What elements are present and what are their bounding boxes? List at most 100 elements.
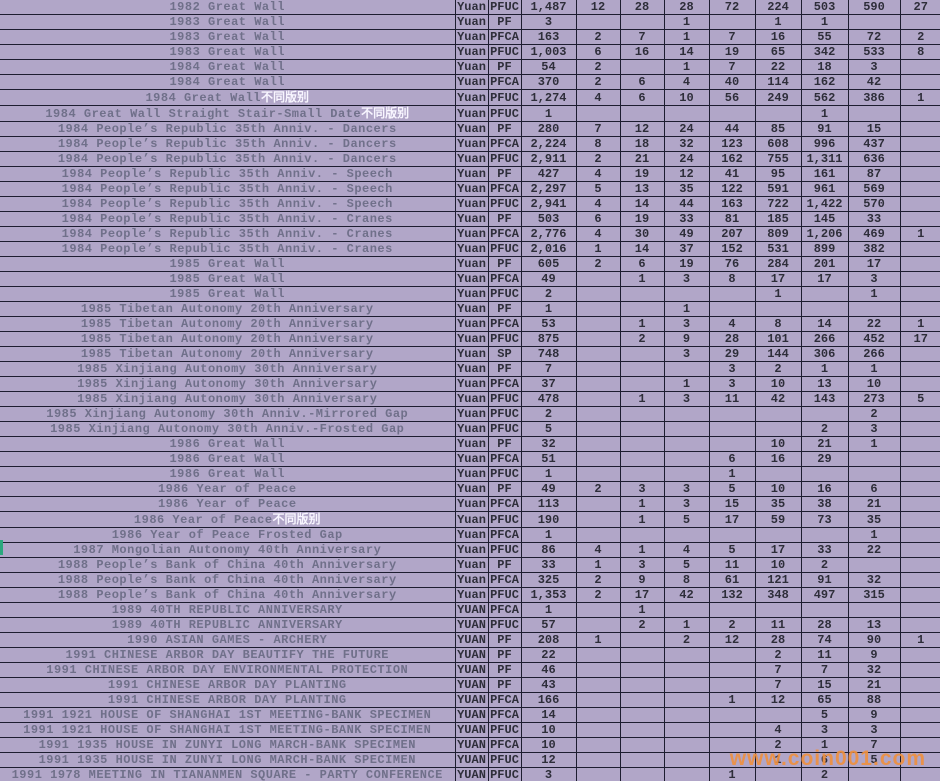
grade-count-cell: 2	[754, 737, 802, 753]
total-count-cell: 325	[520, 572, 577, 588]
grade-count-cell	[899, 677, 940, 693]
grade-count-cell: 14	[800, 316, 849, 332]
grade-count-cell	[899, 136, 940, 152]
grade-count-cell	[899, 361, 940, 377]
grade-count-cell	[663, 647, 710, 663]
grade-count-cell: 201	[800, 256, 849, 272]
coin-name-cell: 1984 People’s Republic 35th Anniv. - Cra…	[0, 211, 456, 227]
total-count-cell: 3	[520, 767, 577, 781]
grade-count-cell	[663, 527, 710, 543]
total-count-cell: 33	[520, 557, 577, 573]
grade-count-cell: 12	[663, 166, 710, 182]
currency-cell: Yuan	[454, 181, 489, 197]
grade-count-cell	[575, 316, 621, 332]
grade-count-cell: 22	[754, 59, 802, 75]
currency-cell: Yuan	[454, 406, 489, 422]
coin-name-cell: 1985 Tibetan Autonomy 20th Anniversary	[0, 316, 456, 332]
grade-count-cell: 315	[847, 587, 901, 603]
grade-count-cell: 12	[575, 0, 621, 15]
currency-cell: Yuan	[454, 316, 489, 332]
grade-count-cell: 636	[847, 151, 901, 167]
table-row: 1984 People’s Republic 35th Anniv. - Spe…	[0, 196, 940, 212]
grade-count-cell: 3	[663, 316, 710, 332]
table-row: 1984 Great Wall Yuan PFCA 370 2 6 4 40 114 162 42	[0, 74, 940, 90]
currency-cell: Yuan	[454, 74, 489, 90]
grade-count-cell: 13	[847, 617, 901, 633]
coin-name-cell: 1991 CHINESE ARBOR DAY BEAUTIFY THE FUTU…	[0, 647, 456, 663]
grade-count-cell	[800, 301, 849, 317]
grade-count-cell: 1	[754, 752, 802, 768]
coin-name-text: 1985 Xinjiang Autonomy 30th Anniversary	[77, 392, 378, 406]
grade-count-cell: 1	[663, 59, 710, 75]
grade-count-cell: 162	[708, 151, 756, 167]
grade-count-cell	[899, 105, 940, 122]
grade-count-cell: 1	[847, 286, 901, 302]
coin-name-text: 1984 People’s Republic 35th Anniv. - Cra…	[61, 242, 393, 256]
table-row: 1984 People’s Republic 35th Anniv. - Spe…	[0, 181, 940, 197]
grade-count-cell: 4	[575, 542, 621, 558]
grade-count-cell: 17	[847, 256, 901, 272]
grade-count-cell: 44	[708, 121, 756, 137]
grade-count-cell	[575, 301, 621, 317]
grade-count-cell	[619, 286, 665, 302]
grade-count-cell	[619, 59, 665, 75]
grade-code-cell: PFCA	[487, 737, 522, 753]
grade-count-cell: 16	[754, 451, 802, 467]
grade-count-cell: 88	[847, 692, 901, 708]
grade-count-cell: 2	[800, 767, 849, 781]
grade-count-cell	[575, 466, 621, 482]
currency-cell: Yuan	[454, 511, 489, 528]
grade-count-cell	[899, 767, 940, 781]
grade-count-cell	[575, 707, 621, 723]
currency-cell: Yuan	[454, 557, 489, 573]
grade-count-cell	[575, 647, 621, 663]
grade-count-cell: 32	[847, 572, 901, 588]
grade-count-cell: 17	[754, 271, 802, 287]
table-row: 1989 40TH REPUBLIC ANNIVERSARY YUAN PFCA 1 1	[0, 602, 940, 618]
grade-count-cell	[899, 602, 940, 618]
grade-count-cell	[663, 406, 710, 422]
grade-count-cell	[899, 196, 940, 212]
coin-name-text: 1984 People’s Republic 35th Anniv. - Spe…	[61, 182, 393, 196]
grade-count-cell: 185	[754, 211, 802, 227]
coin-name-cell: 1984 People’s Republic 35th Anniv. - Dan…	[0, 136, 456, 152]
coin-name-text: 1989 40TH REPUBLIC ANNIVERSARY	[111, 603, 343, 617]
grade-count-cell: 33	[663, 211, 710, 227]
grade-code-cell: PFUC	[487, 89, 522, 106]
grade-count-cell: 90	[847, 632, 901, 648]
coin-name-cell: 1988 People’s Bank of China 40th Anniver…	[0, 557, 456, 573]
table-row: 1991 1921 HOUSE OF SHANGHAI 1ST MEETING-…	[0, 707, 940, 723]
grade-count-cell: 123	[708, 136, 756, 152]
coin-name-cell: 1988 People’s Bank of China 40th Anniver…	[0, 587, 456, 603]
grade-count-cell: 284	[754, 256, 802, 272]
grade-count-cell: 8	[708, 271, 756, 287]
coin-name-cell: 1985 Great Wall	[0, 271, 456, 287]
grade-count-cell	[708, 421, 756, 437]
grade-count-cell	[575, 662, 621, 678]
grade-count-cell: 40	[708, 74, 756, 90]
grade-count-cell	[619, 647, 665, 663]
coin-name-cell: 1986 Great Wall	[0, 466, 456, 482]
grade-code-cell: PFUC	[487, 241, 522, 257]
coin-name-text: 1984 Great Wall	[169, 75, 286, 89]
grade-count-cell	[899, 511, 940, 528]
table-row: 1984 People’s Republic 35th Anniv. - Dan…	[0, 121, 940, 137]
grade-count-cell: 132	[708, 587, 756, 603]
grade-count-cell: 11	[754, 617, 802, 633]
table-row: 1985 Great Wall Yuan PF 605 2 6 19 76 284 201 17	[0, 256, 940, 272]
grade-count-cell	[708, 707, 756, 723]
grade-count-cell: 19	[708, 44, 756, 60]
currency-cell: Yuan	[454, 466, 489, 482]
grade-count-cell: 7	[800, 662, 849, 678]
grade-code-cell: PF	[487, 301, 522, 317]
total-count-cell: 2	[520, 406, 577, 422]
table-row: 1988 People’s Bank of China 40th Anniver…	[0, 557, 940, 573]
table-row: 1986 Great Wall Yuan PF 32 10 21 1	[0, 436, 940, 452]
total-count-cell: 22	[520, 647, 577, 663]
grade-count-cell	[899, 121, 940, 137]
grade-count-cell	[575, 602, 621, 618]
grade-count-cell	[575, 361, 621, 377]
total-count-cell: 605	[520, 256, 577, 272]
coin-name-cell: 1985 Xinjiang Autonomy 30th Anniversary	[0, 376, 456, 392]
grade-count-cell: 2	[575, 29, 621, 45]
